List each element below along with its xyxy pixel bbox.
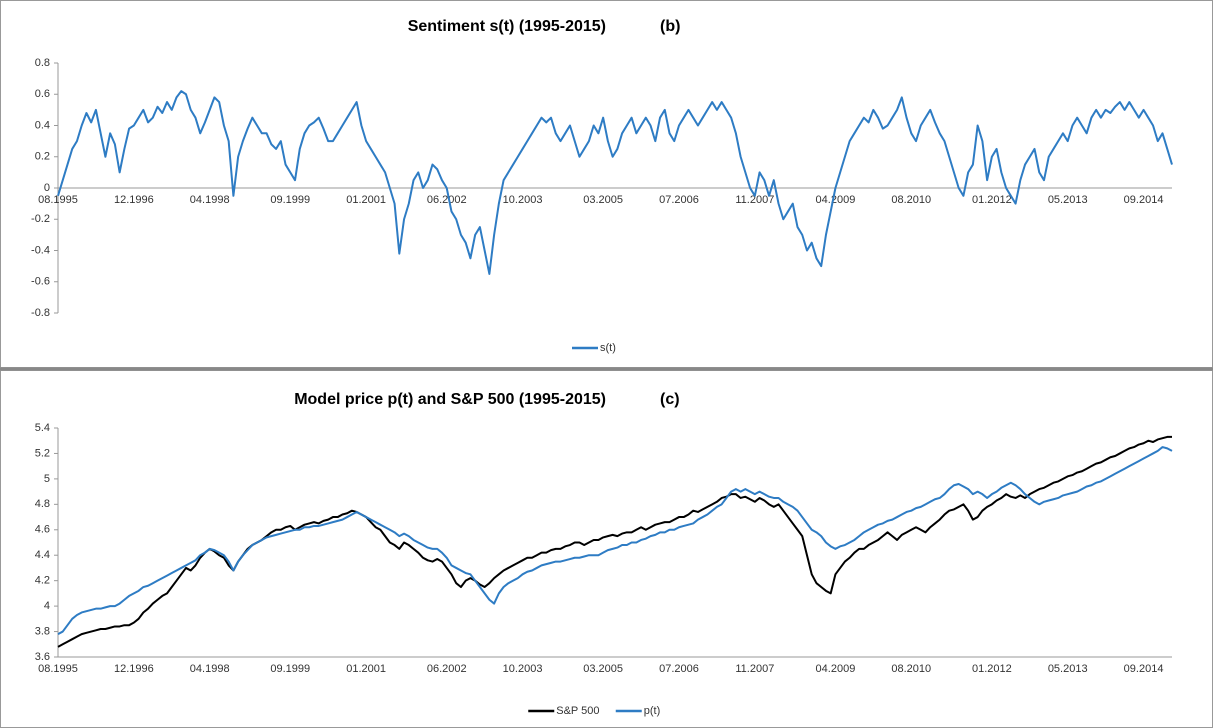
x-tick-label: 09.2014 <box>1124 663 1164 675</box>
data-line <box>57 446 1173 635</box>
panel-frame <box>0 0 1213 368</box>
y-tick-label: 3.6 <box>35 651 50 663</box>
x-tick-label: 01.2012 <box>972 663 1012 675</box>
x-tick-label: 09.1999 <box>270 663 310 675</box>
y-tick-label: 5.2 <box>35 447 50 459</box>
y-tick-label: 4 <box>44 600 50 612</box>
panel-label: (b) <box>660 18 680 35</box>
y-tick-label: 4.2 <box>35 575 50 587</box>
x-tick-label: 01.2001 <box>346 663 386 675</box>
x-tick-label: 09.1999 <box>270 194 310 206</box>
x-tick-label: 03.2005 <box>583 194 623 206</box>
x-tick-label: 09.2014 <box>1124 194 1164 206</box>
x-tick-label: 12.1996 <box>114 194 154 206</box>
y-tick-label: 5 <box>44 473 50 485</box>
y-tick-label: -0.2 <box>31 213 50 225</box>
legend-label: s(t) <box>600 342 616 354</box>
x-tick-label: 07.2006 <box>659 663 699 675</box>
y-tick-label: 0.8 <box>35 57 50 69</box>
x-tick-label: 08.1995 <box>38 194 78 206</box>
chart-title: Sentiment s(t) (1995-2015) <box>408 18 606 35</box>
panel-frame <box>0 370 1213 728</box>
x-tick-label: 04.2009 <box>816 194 856 206</box>
y-tick-label: -0.8 <box>31 307 50 319</box>
x-tick-label: 05.2013 <box>1048 194 1088 206</box>
chart-title: Model price p(t) and S&P 500 (1995-2015) <box>294 391 606 408</box>
y-tick-label: 0.4 <box>35 119 50 131</box>
y-tick-label: 0.6 <box>35 88 50 100</box>
y-tick-label: 3.8 <box>35 625 50 637</box>
x-tick-label: 07.2006 <box>659 194 699 206</box>
x-tick-label: 10.2003 <box>503 663 543 675</box>
x-tick-label: 12.1996 <box>114 663 154 675</box>
x-tick-label: 08.2010 <box>891 194 931 206</box>
x-tick-label: 04.1998 <box>190 194 230 206</box>
y-tick-label: 0.2 <box>35 151 50 163</box>
x-tick-label: 03.2005 <box>583 663 623 675</box>
x-tick-label: 04.2009 <box>816 663 856 675</box>
x-tick-label: 06.2002 <box>427 194 467 206</box>
legend-label: p(t) <box>644 705 661 717</box>
y-tick-label: 4.4 <box>35 549 50 561</box>
x-tick-label: 05.2013 <box>1048 663 1088 675</box>
y-tick-label: -0.4 <box>31 244 50 256</box>
y-tick-label: 4.8 <box>35 498 50 510</box>
data-line <box>57 90 1173 275</box>
x-tick-label: 11.2007 <box>735 663 774 675</box>
panel-label: (c) <box>660 391 680 408</box>
x-tick-label: 01.2012 <box>972 194 1012 206</box>
x-tick-label: 06.2002 <box>427 663 467 675</box>
legend-label: S&P 500 <box>556 705 599 717</box>
y-tick-label: 4.6 <box>35 524 50 536</box>
x-tick-label: 08.2010 <box>891 663 931 675</box>
y-tick-label: 5.4 <box>35 422 50 434</box>
y-tick-label: 0 <box>44 182 50 194</box>
x-tick-label: 10.2003 <box>503 194 543 206</box>
x-tick-label: 01.2001 <box>346 194 386 206</box>
x-tick-label: 08.1995 <box>38 663 78 675</box>
x-tick-label: 11.2007 <box>735 194 774 206</box>
x-tick-label: 04.1998 <box>190 663 230 675</box>
y-tick-label: -0.6 <box>31 276 50 288</box>
